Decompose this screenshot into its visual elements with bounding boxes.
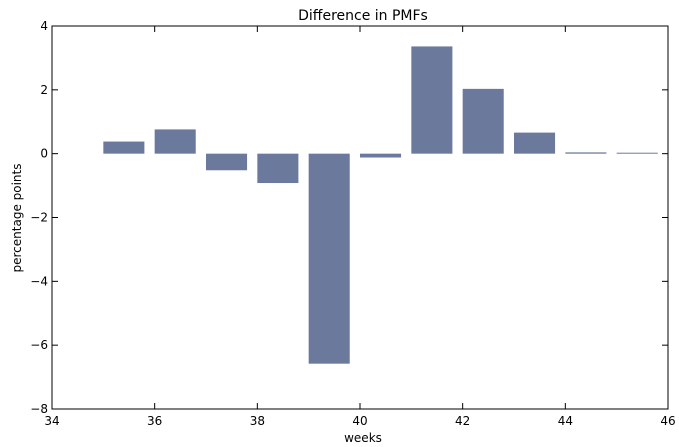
bar-week-41 [411, 46, 453, 154]
bar-week-43 [514, 132, 556, 154]
plot-frame [51, 25, 669, 410]
chart-title: Difference in PMFs [298, 8, 428, 24]
bar-week-40 [360, 153, 402, 158]
x-tick-label-34: 34 [44, 414, 59, 428]
x-tick-label-44: 44 [558, 414, 573, 428]
y-tick-label--6: −6 [30, 338, 48, 352]
bar-week-45 [616, 152, 658, 154]
bar-week-36 [154, 129, 196, 154]
y-tick-label-4: 4 [40, 19, 48, 33]
x-tick-label-38: 38 [250, 414, 265, 428]
bars-group [103, 46, 658, 364]
bar-week-37 [206, 153, 248, 171]
x-tick-label-36: 36 [147, 414, 162, 428]
y-tick-label-0: 0 [40, 147, 48, 161]
x-tick-label-42: 42 [455, 414, 470, 428]
ticks-group: 34 36 38 40 42 44 46 −8 −6 −4 −2 0 2 4 [30, 19, 675, 428]
x-tick-label-46: 46 [660, 414, 675, 428]
bar-week-38 [257, 153, 299, 184]
y-axis-label: percentage points [10, 164, 24, 273]
y-tick-label--8: −8 [30, 402, 48, 416]
y-tick-label--2: −2 [30, 211, 48, 225]
y-tick-label-2: 2 [40, 83, 48, 97]
bar-week-39 [308, 153, 350, 364]
bar-week-42 [462, 88, 504, 154]
y-tick-label--4: −4 [30, 274, 48, 288]
bar-week-44 [565, 152, 607, 154]
x-axis-label: weeks [344, 431, 382, 445]
bar-week-35 [103, 141, 145, 154]
x-tick-label-40: 40 [352, 414, 367, 428]
